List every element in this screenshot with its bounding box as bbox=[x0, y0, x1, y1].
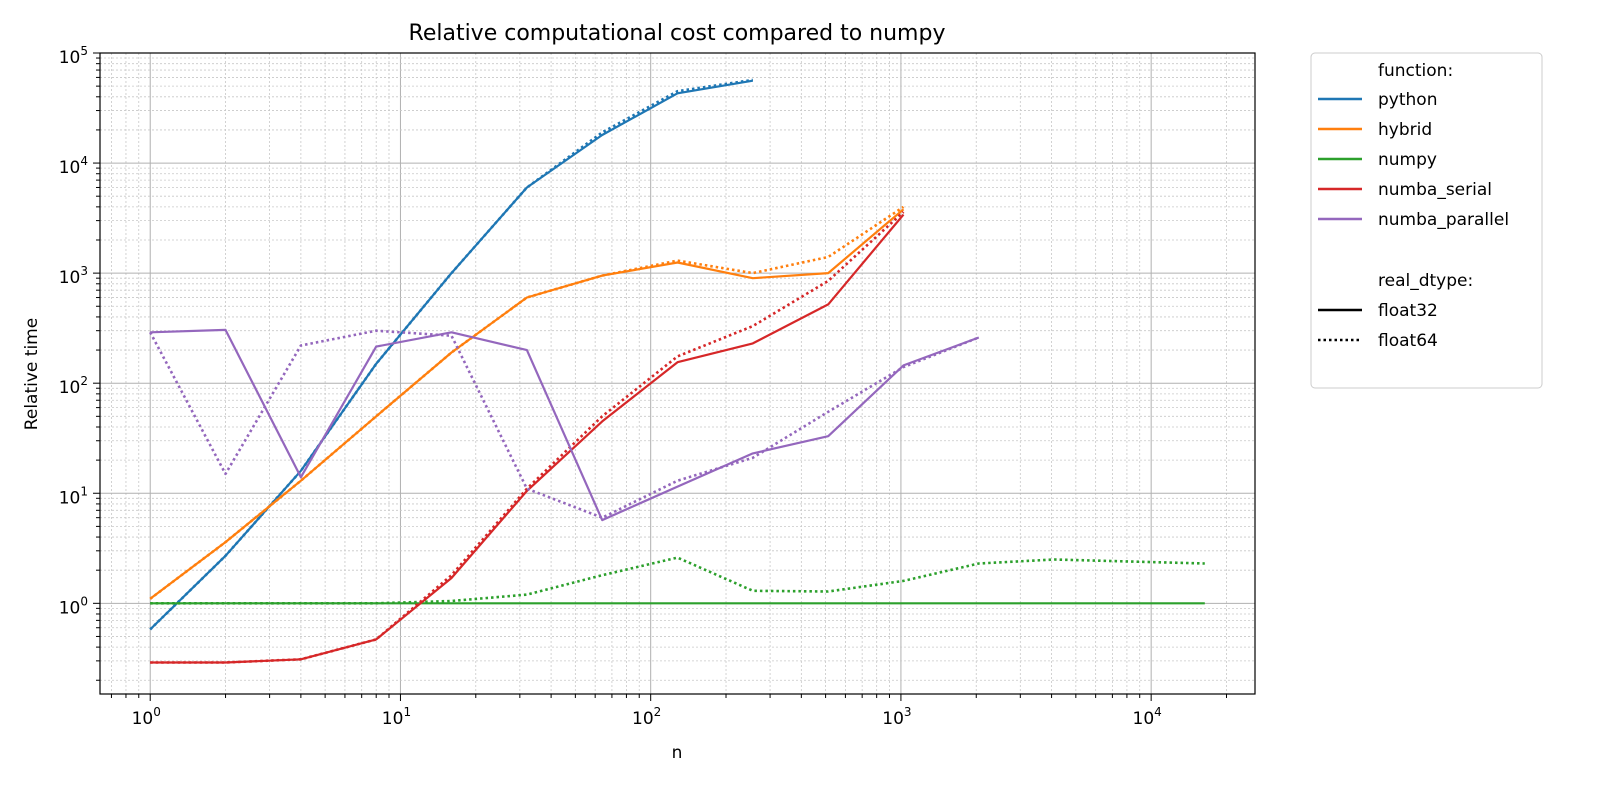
x-axis-label: n bbox=[672, 743, 683, 763]
legend: function: python hybrid numpy numba_serialn… bbox=[1310, 52, 1543, 389]
legend-label-numba_parallel: numba_parallel bbox=[1378, 210, 1509, 230]
legend-label-float32: float32 bbox=[1378, 301, 1438, 321]
chart-title: Relative computational cost compared to … bbox=[409, 21, 946, 46]
series-group bbox=[149, 78, 1205, 664]
x-tick-label: 104 bbox=[1133, 705, 1162, 729]
legend-label-python: python bbox=[1378, 90, 1437, 110]
series-line-numba_serial-float64 bbox=[150, 210, 905, 664]
legend-label-numpy: numpy bbox=[1378, 150, 1437, 170]
y-tick-label: 102 bbox=[59, 374, 88, 398]
y-tick-label: 105 bbox=[59, 44, 88, 68]
series-line-numba_parallel-float64 bbox=[149, 329, 980, 520]
y-axis-label: Relative time bbox=[22, 318, 42, 430]
y-tick-label: 104 bbox=[59, 154, 88, 178]
x-tick-label: 101 bbox=[382, 705, 411, 729]
y-tick-label: 100 bbox=[59, 594, 88, 618]
series-line-numpy-float64 bbox=[150, 556, 1205, 605]
x-tick-label: 103 bbox=[882, 705, 911, 729]
series-line-hybrid-float32 bbox=[149, 208, 905, 600]
grid bbox=[100, 52, 1255, 694]
legend-label-hybrid: hybrid bbox=[1378, 120, 1432, 140]
axis-ticks: 100 101 102 103 104 100 101 102 103 104 105 bbox=[59, 44, 1227, 729]
y-tick-label: 101 bbox=[59, 484, 88, 508]
y-tick-label: 103 bbox=[59, 264, 88, 288]
legend-label-numba_serial: numba_serial bbox=[1378, 180, 1492, 200]
series-line-python-float64 bbox=[149, 78, 753, 631]
plot-area bbox=[99, 52, 1256, 695]
x-tick-label: 100 bbox=[132, 705, 161, 729]
x-tick-label: 102 bbox=[632, 705, 661, 729]
legend-function-header: function: bbox=[1378, 61, 1453, 81]
legend-box bbox=[1310, 52, 1543, 389]
series-line-numba_serial-float32 bbox=[150, 213, 905, 664]
legend-dtype-header: real_dtype: bbox=[1378, 271, 1473, 291]
legend-label-float64: float64 bbox=[1378, 331, 1438, 351]
series-line-numba_parallel-float32 bbox=[150, 328, 980, 522]
